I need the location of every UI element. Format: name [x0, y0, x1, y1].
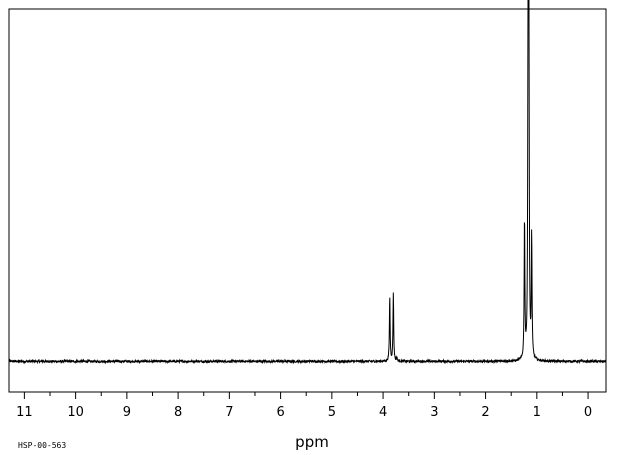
tick-label: 11: [16, 405, 33, 420]
tick-label: 7: [225, 405, 233, 420]
tick-label: 10: [67, 405, 84, 420]
tick-label: 4: [379, 405, 387, 420]
x-axis-ticks: [23, 392, 589, 399]
spectrum-trace: [8, 0, 607, 365]
tick-label: 2: [481, 405, 489, 420]
tick-label: 8: [174, 405, 182, 420]
tick-label: 0: [584, 405, 592, 420]
tick-label: 1: [533, 405, 541, 420]
tick-label: 5: [328, 405, 336, 420]
tick-label: 9: [123, 405, 131, 420]
x-axis-tick-labels: 11 10 9 8 7 6 5 4 3 2 1 0: [16, 405, 592, 420]
x-axis-title: ppm: [295, 433, 329, 451]
plot-frame: [8, 8, 607, 393]
spectrum-code: HSP-00-563: [18, 441, 66, 450]
tick-label: 6: [276, 405, 284, 420]
tick-label: 3: [430, 405, 438, 420]
